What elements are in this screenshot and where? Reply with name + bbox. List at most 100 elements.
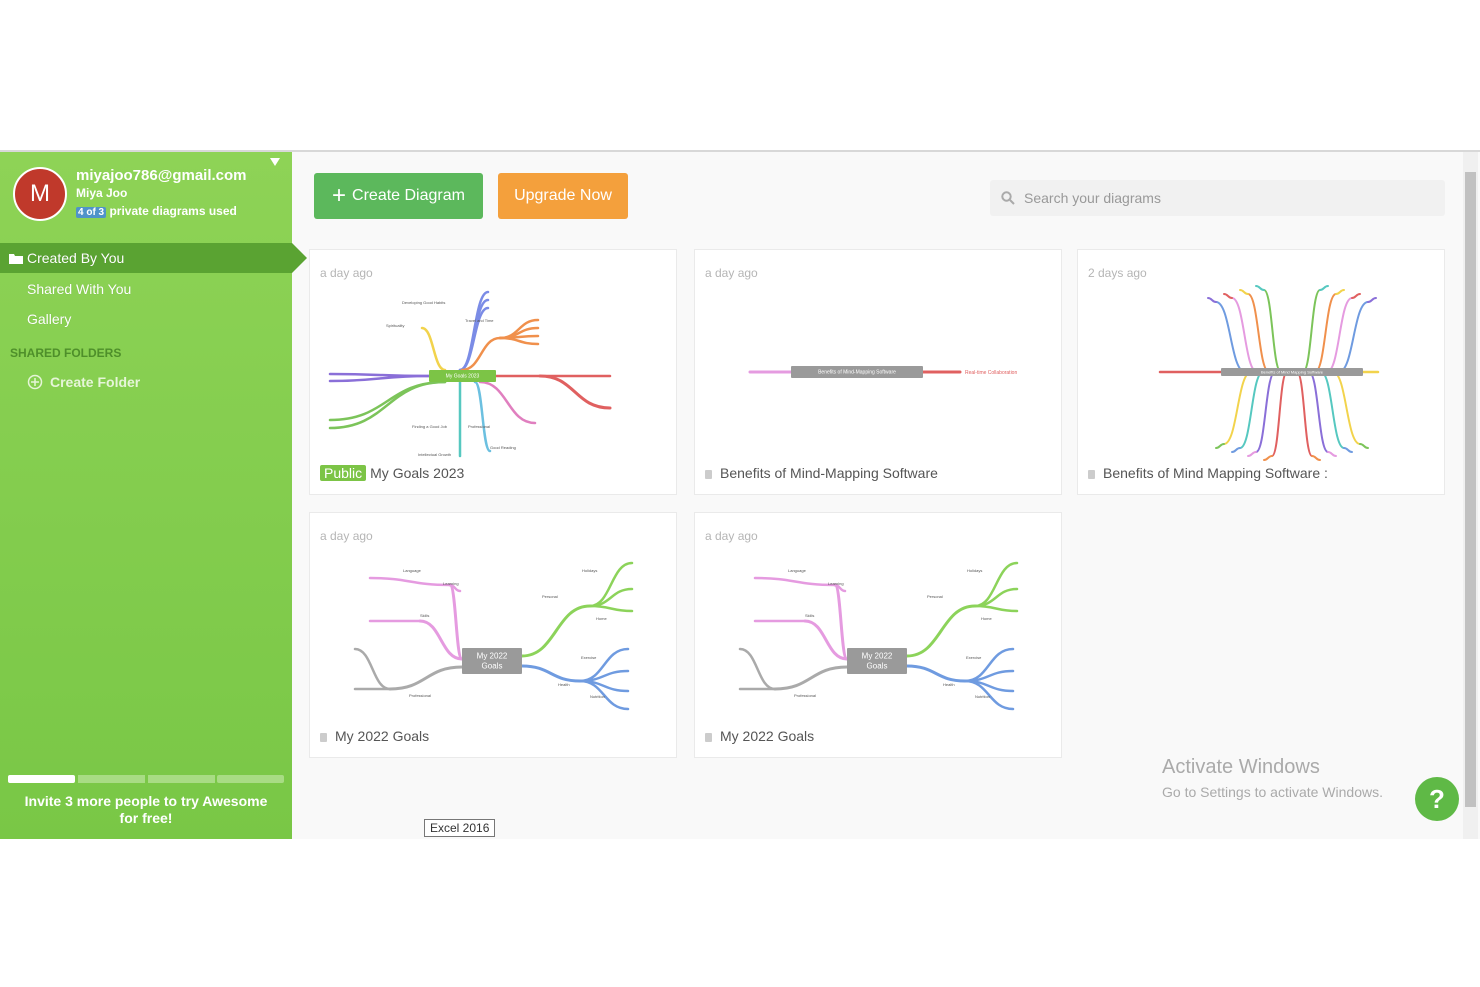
branch <box>353 647 392 691</box>
branch <box>1231 447 1241 453</box>
card-footer: Benefits of Mind Mapping Software : <box>1088 465 1328 481</box>
nav-shared[interactable]: Shared With You <box>27 281 132 297</box>
diagram-card[interactable]: 2 days ago Benefits of Mind Mapping Softw… <box>1077 249 1445 495</box>
nav-created[interactable]: Created By You <box>27 250 125 266</box>
branch <box>1311 455 1321 461</box>
center-label: My 2022 <box>477 652 508 661</box>
card-title: Benefits of Mind-Mapping Software <box>720 465 938 481</box>
node-label: Professional <box>468 424 490 429</box>
branch <box>588 604 634 613</box>
usage-text: private diagrams used <box>109 204 237 218</box>
branch <box>1263 455 1273 461</box>
watermark-title: Activate Windows <box>1162 756 1320 778</box>
lock-icon <box>705 470 712 479</box>
branch <box>963 669 1015 683</box>
create-folder[interactable]: Create Folder <box>50 374 141 390</box>
branch <box>460 336 502 372</box>
branch <box>578 679 630 711</box>
card-time: 2 days ago <box>1088 266 1147 280</box>
watermark-subtitle: Go to Settings to activate Windows. <box>1162 784 1383 800</box>
center-node <box>847 648 907 674</box>
card-footer: My 2022 Goals <box>705 728 814 744</box>
node-label: Language <box>788 568 807 573</box>
diagram-card[interactable]: a day ago My 2022 Goals Language Learning Ski… <box>309 512 677 758</box>
branch <box>1302 289 1321 373</box>
branch <box>1327 451 1337 457</box>
branch <box>753 576 837 587</box>
card-footer: Public My Goals 2023 <box>320 465 464 481</box>
card-title: Benefits of Mind Mapping Software : <box>1103 465 1328 481</box>
invite-progress <box>8 775 284 783</box>
card-title: My Goals 2023 <box>370 465 465 481</box>
diagram-card[interactable]: a day ago My Goals 2023 Developing Good Ha… <box>309 249 677 495</box>
branch <box>418 619 464 661</box>
thumbnail: Benefits of Mind Mapping Software <box>1158 285 1380 461</box>
app: M miyajoo786@gmail.com Miya Joo 4 of 3 p… <box>0 150 1480 839</box>
node-label: Professional <box>794 693 816 698</box>
account-caret[interactable] <box>270 158 280 166</box>
branch <box>1263 289 1282 373</box>
usage: 4 of 3 private diagrams used <box>76 204 237 218</box>
branch <box>1308 371 1329 453</box>
branch <box>448 583 462 593</box>
center-label: Goals <box>867 662 888 671</box>
branch <box>520 604 592 658</box>
node-label: Spirituality <box>386 323 404 328</box>
branch <box>388 665 464 691</box>
branch <box>1314 293 1337 373</box>
node-label: Home <box>596 616 607 621</box>
tooltip: Excel 2016 <box>424 819 496 837</box>
card-title: My 2022 Goals <box>720 728 815 744</box>
search-box[interactable]: Search your diagrams <box>990 180 1445 216</box>
center-node <box>791 366 923 378</box>
shared-folders-heading: SHARED FOLDERS <box>10 346 122 360</box>
upgrade-button[interactable]: Upgrade Now <box>498 173 628 219</box>
center-label: Benefits of Mind-Mapping Software <box>818 370 896 376</box>
plus-icon <box>27 374 43 390</box>
help-button[interactable]: ? <box>1415 777 1459 821</box>
branch <box>520 664 582 683</box>
scroll-thumb[interactable] <box>1465 172 1476 807</box>
avatar[interactable]: M <box>13 167 67 221</box>
plus: + <box>332 182 347 209</box>
branch <box>973 604 1019 613</box>
sidebar: M miyajoo786@gmail.com Miya Joo 4 of 3 p… <box>0 152 307 839</box>
diagram-card[interactable]: a day ago Benefits of Mind-Mapping Softwa… <box>694 249 1062 495</box>
node-label: Home <box>981 616 992 621</box>
diagram-card[interactable]: a day ago My 2022 Goals Language Learning Ski… <box>694 512 1062 758</box>
branch <box>473 380 492 453</box>
node-label: Skills <box>420 613 429 618</box>
node-label: Nutrition <box>975 694 990 699</box>
branch <box>963 679 1015 711</box>
folder-icon <box>9 254 23 264</box>
branch <box>498 336 540 346</box>
node-label: Holidays <box>582 568 597 573</box>
branch <box>833 583 847 593</box>
branch <box>1296 371 1313 457</box>
branch <box>1255 371 1276 453</box>
branch <box>538 374 612 410</box>
node-label: Exercise <box>581 655 597 660</box>
branch <box>1255 285 1265 291</box>
nav-gallery[interactable]: Gallery <box>27 311 72 327</box>
branch <box>1319 285 1329 291</box>
node-label: Nutrition <box>590 694 605 699</box>
lock-icon <box>320 733 327 742</box>
center-label: My 2022 <box>862 652 893 661</box>
invite-text: Invite 3 more people to try Awesome for … <box>24 793 268 826</box>
branch <box>578 669 630 683</box>
center-node <box>429 370 496 382</box>
create-diagram-button[interactable]: + Create Diagram <box>314 173 483 219</box>
branch <box>368 576 452 587</box>
create-label: Create Diagram <box>352 187 465 204</box>
scrollbar[interactable] <box>1463 152 1478 839</box>
branch <box>1207 297 1217 303</box>
thumbnail: Benefits of Mind-Mapping Software Real-ti… <box>748 366 1017 378</box>
card-footer: Benefits of Mind-Mapping Software <box>705 465 938 481</box>
branch <box>738 647 777 691</box>
node-label: Learning <box>443 581 459 586</box>
branch <box>328 380 447 422</box>
usage-badge: 4 of 3 <box>76 207 107 218</box>
